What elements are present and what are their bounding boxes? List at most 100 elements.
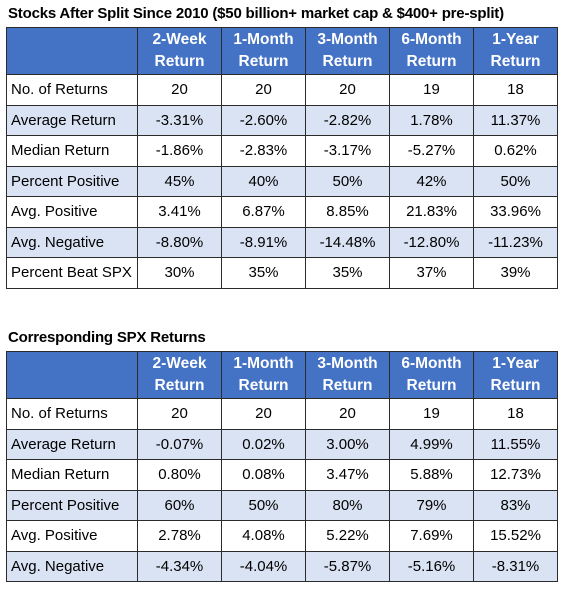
table-row: Avg. Positive 3.41% 6.87% 8.85% 21.83% 33.96% (6, 196, 558, 228)
table-row: Avg. Negative -8.80% -8.91% -14.48% -12.80% -… (6, 226, 558, 258)
table-cell: 18 (473, 398, 558, 430)
table-cell: -3.17% (305, 135, 390, 167)
table-cell: 7.69% (389, 520, 474, 552)
column-header-line: 1-Year (492, 355, 539, 372)
table-cell: -4.34% (137, 550, 222, 582)
row-label: Percent Beat SPX (6, 257, 138, 289)
table-cell: 4.08% (221, 520, 306, 552)
table-cell: 50% (221, 489, 306, 521)
table-cell: 30% (137, 257, 222, 289)
table-row: Average Return -0.07% 0.02% 3.00% 4.99% 11.55… (6, 428, 558, 460)
row-label: Avg. Negative (6, 226, 138, 258)
column-header-line: Return (238, 53, 289, 70)
column-header-line: Return (154, 377, 205, 394)
column-header-line: Return (406, 53, 457, 70)
table-cell: 8.85% (305, 196, 390, 228)
table-cell: -5.87% (305, 550, 390, 582)
table-row: Median Return -1.86% -2.83% -3.17% -5.27% 0.6… (6, 135, 558, 167)
column-header: 6-Month Return (389, 27, 474, 75)
table-cell: 1.78% (389, 104, 474, 136)
row-label: Average Return (6, 428, 138, 460)
table-cell: 20 (305, 74, 390, 106)
row-label: Avg. Negative (6, 550, 138, 582)
column-header-line: Return (238, 377, 289, 394)
table-cell: -4.04% (221, 550, 306, 582)
column-header: 2-Week Return (137, 351, 222, 399)
header-row: 2-Week Return 1-Month Return 3-Month Return 6-… (6, 351, 558, 399)
table-cell: 20 (305, 398, 390, 430)
table-cell: 0.02% (221, 428, 306, 460)
table-cell: 80% (305, 489, 390, 521)
table-cell: 20 (221, 74, 306, 106)
column-header: 2-Week Return (137, 27, 222, 75)
table-cell: -8.91% (221, 226, 306, 258)
column-header-line: Return (490, 377, 541, 394)
table-row: Percent Positive 60% 50% 80% 79% 83% (6, 489, 558, 521)
table-cell: -12.80% (389, 226, 474, 258)
table-cell: 42% (389, 165, 474, 197)
table-cell: 40% (221, 165, 306, 197)
table-cell: 37% (389, 257, 474, 289)
table-cell: 5.22% (305, 520, 390, 552)
table-cell: -14.48% (305, 226, 390, 258)
table-row: No. of Returns 20 20 20 19 18 (6, 398, 558, 430)
row-label: Avg. Positive (6, 520, 138, 552)
row-label: No. of Returns (6, 74, 138, 106)
column-header: 1-Month Return (221, 351, 306, 399)
column-header: 1-Year Return (473, 351, 558, 399)
column-header-line: 1-Year (492, 31, 539, 48)
table-cell: -2.82% (305, 104, 390, 136)
column-header-line: Return (322, 53, 373, 70)
table-cell: 0.62% (473, 135, 558, 167)
row-label: Average Return (6, 104, 138, 136)
column-header-line: 1-Month (233, 355, 294, 372)
table-cell: -8.31% (473, 550, 558, 582)
table-row: Median Return 0.80% 0.08% 3.47% 5.88% 12.73% (6, 459, 558, 491)
table-cell: -5.16% (389, 550, 474, 582)
table-cell: 45% (137, 165, 222, 197)
table-cell: 5.88% (389, 459, 474, 491)
column-header-line: 1-Month (233, 31, 294, 48)
column-header-line: Return (406, 377, 457, 394)
table-cell: 3.00% (305, 428, 390, 460)
table-cell: -0.07% (137, 428, 222, 460)
table-cell: 6.87% (221, 196, 306, 228)
row-label: Avg. Positive (6, 196, 138, 228)
column-header: 1-Month Return (221, 27, 306, 75)
table-row: No. of Returns 20 20 20 19 18 (6, 74, 558, 106)
row-label: No. of Returns (6, 398, 138, 430)
column-header: 3-Month Return (305, 351, 390, 399)
table-row: Avg. Negative -4.34% -4.04% -5.87% -5.16% -8.… (6, 550, 558, 582)
stocks-after-split-table: 2-Week Return 1-Month Return 3-Month Return 6-… (6, 27, 558, 289)
table-cell: 11.55% (473, 428, 558, 460)
table-cell: 3.41% (137, 196, 222, 228)
column-header-line: 6-Month (401, 355, 462, 372)
table-cell: 15.52% (473, 520, 558, 552)
column-header: 6-Month Return (389, 351, 474, 399)
table-cell: 21.83% (389, 196, 474, 228)
table-cell: 19 (389, 398, 474, 430)
table-cell: 50% (473, 165, 558, 197)
column-header: 3-Month Return (305, 27, 390, 75)
row-label: Median Return (6, 459, 138, 491)
table-cell: 4.99% (389, 428, 474, 460)
table-cell: 0.08% (221, 459, 306, 491)
header-corner-cell (6, 351, 138, 399)
table-cell: -1.86% (137, 135, 222, 167)
column-header-line: 3-Month (317, 355, 378, 372)
column-header-line: Return (154, 53, 205, 70)
table-cell: 33.96% (473, 196, 558, 228)
table-row: Percent Beat SPX 30% 35% 35% 37% 39% (6, 257, 558, 289)
table-cell: 19 (389, 74, 474, 106)
table-cell: -2.83% (221, 135, 306, 167)
table-cell: 50% (305, 165, 390, 197)
table-cell: 35% (221, 257, 306, 289)
table2-title: Corresponding SPX Returns (8, 329, 206, 346)
table1-title: Stocks After Split Since 2010 ($50 billi… (8, 5, 504, 22)
table-cell: -11.23% (473, 226, 558, 258)
table-cell: 12.73% (473, 459, 558, 491)
table-row: Average Return -3.31% -2.60% -2.82% 1.78% 11.… (6, 104, 558, 136)
table-cell: 35% (305, 257, 390, 289)
header-row: 2-Week Return 1-Month Return 3-Month Return 6-… (6, 27, 558, 75)
table-cell: 79% (389, 489, 474, 521)
